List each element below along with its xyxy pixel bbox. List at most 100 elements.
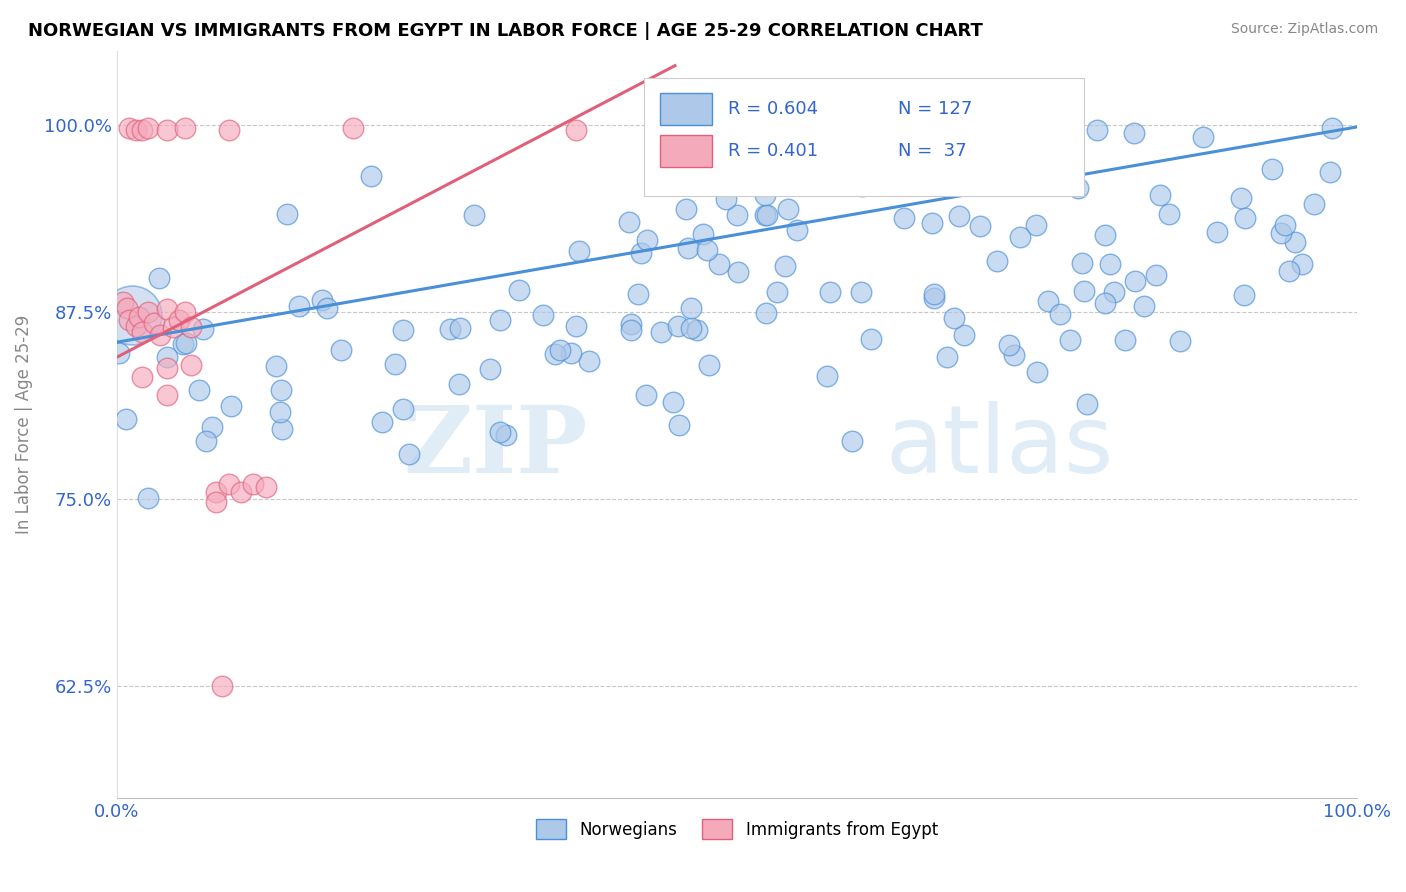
Point bbox=[849, 121, 872, 136]
Text: R = 0.401: R = 0.401 bbox=[728, 142, 818, 160]
Point bbox=[269, 405, 291, 419]
Point bbox=[124, 318, 146, 333]
Point bbox=[1122, 126, 1144, 140]
Point bbox=[974, 126, 997, 140]
Point bbox=[1157, 206, 1180, 220]
Point bbox=[1094, 228, 1116, 243]
Point bbox=[124, 123, 146, 137]
Point bbox=[1270, 226, 1292, 240]
Point bbox=[148, 271, 170, 285]
Point bbox=[131, 325, 153, 339]
FancyBboxPatch shape bbox=[659, 136, 713, 167]
Point bbox=[174, 121, 197, 136]
Point bbox=[924, 286, 946, 301]
Point bbox=[449, 376, 471, 391]
Point bbox=[875, 121, 897, 136]
Point bbox=[893, 211, 915, 226]
Point bbox=[851, 179, 873, 194]
Point bbox=[709, 257, 731, 271]
Point bbox=[118, 121, 141, 136]
Point bbox=[1025, 364, 1047, 378]
Point bbox=[786, 223, 808, 237]
Point bbox=[1098, 257, 1121, 271]
Point bbox=[114, 411, 136, 425]
Point bbox=[661, 394, 683, 409]
Point bbox=[1094, 296, 1116, 310]
Point bbox=[1274, 218, 1296, 232]
Point bbox=[1008, 230, 1031, 244]
Point bbox=[634, 388, 657, 402]
Point bbox=[756, 208, 779, 222]
Point bbox=[675, 202, 697, 217]
Point bbox=[276, 207, 298, 221]
Point bbox=[1059, 334, 1081, 348]
Text: R = 0.604: R = 0.604 bbox=[728, 100, 818, 118]
Point bbox=[128, 310, 150, 324]
FancyBboxPatch shape bbox=[659, 94, 713, 125]
Point bbox=[1233, 288, 1256, 302]
Point bbox=[1102, 285, 1125, 299]
Point bbox=[242, 477, 264, 491]
Point bbox=[200, 420, 222, 434]
Point bbox=[942, 310, 965, 325]
Point bbox=[1230, 190, 1253, 204]
Point bbox=[887, 126, 910, 140]
Point bbox=[218, 123, 240, 137]
Point bbox=[650, 325, 672, 339]
Point bbox=[627, 287, 650, 301]
Point bbox=[922, 291, 945, 305]
Point bbox=[478, 361, 501, 376]
Point bbox=[107, 345, 129, 359]
Point bbox=[156, 351, 179, 365]
Point bbox=[924, 123, 946, 137]
Text: ZIP: ZIP bbox=[404, 401, 588, 491]
Point bbox=[766, 285, 789, 299]
Point bbox=[686, 323, 709, 337]
Point bbox=[754, 187, 776, 202]
Point bbox=[398, 447, 420, 461]
Point bbox=[180, 358, 202, 372]
Point bbox=[205, 484, 228, 499]
Point bbox=[714, 192, 737, 206]
Point bbox=[136, 491, 159, 506]
Point bbox=[995, 169, 1018, 183]
Point bbox=[1002, 348, 1025, 362]
Point bbox=[1133, 300, 1156, 314]
Text: NORWEGIAN VS IMMIGRANTS FROM EGYPT IN LABOR FORCE | AGE 25-29 CORRELATION CHART: NORWEGIAN VS IMMIGRANTS FROM EGYPT IN LA… bbox=[28, 22, 983, 40]
Point bbox=[800, 126, 823, 140]
Point bbox=[391, 401, 413, 416]
Point bbox=[924, 123, 946, 137]
Point bbox=[370, 416, 392, 430]
Point bbox=[180, 320, 202, 334]
Point bbox=[697, 358, 720, 372]
Point bbox=[1319, 165, 1341, 179]
Point bbox=[172, 337, 194, 351]
Point bbox=[489, 425, 512, 440]
Legend: Norwegians, Immigrants from Egypt: Norwegians, Immigrants from Egypt bbox=[530, 813, 945, 846]
Point bbox=[948, 210, 970, 224]
Y-axis label: In Labor Force | Age 25-29: In Labor Force | Age 25-29 bbox=[15, 315, 32, 534]
Point bbox=[1260, 162, 1282, 177]
Point bbox=[195, 434, 218, 449]
Point bbox=[205, 495, 228, 509]
Point bbox=[998, 338, 1021, 352]
Point bbox=[1123, 274, 1146, 288]
Point bbox=[254, 480, 277, 494]
Point bbox=[118, 312, 141, 326]
Text: Source: ZipAtlas.com: Source: ZipAtlas.com bbox=[1230, 22, 1378, 37]
Point bbox=[360, 169, 382, 184]
Point bbox=[949, 121, 972, 136]
Point bbox=[264, 359, 287, 374]
Point bbox=[676, 241, 699, 255]
Point bbox=[439, 322, 461, 336]
Point bbox=[495, 427, 517, 442]
Point bbox=[630, 246, 652, 260]
Point bbox=[162, 320, 184, 334]
Point bbox=[544, 346, 567, 360]
Point bbox=[681, 321, 703, 335]
Text: N = 127: N = 127 bbox=[898, 100, 973, 118]
Point bbox=[859, 332, 882, 346]
Point bbox=[681, 301, 703, 315]
Point bbox=[112, 294, 135, 309]
Point bbox=[755, 306, 778, 320]
